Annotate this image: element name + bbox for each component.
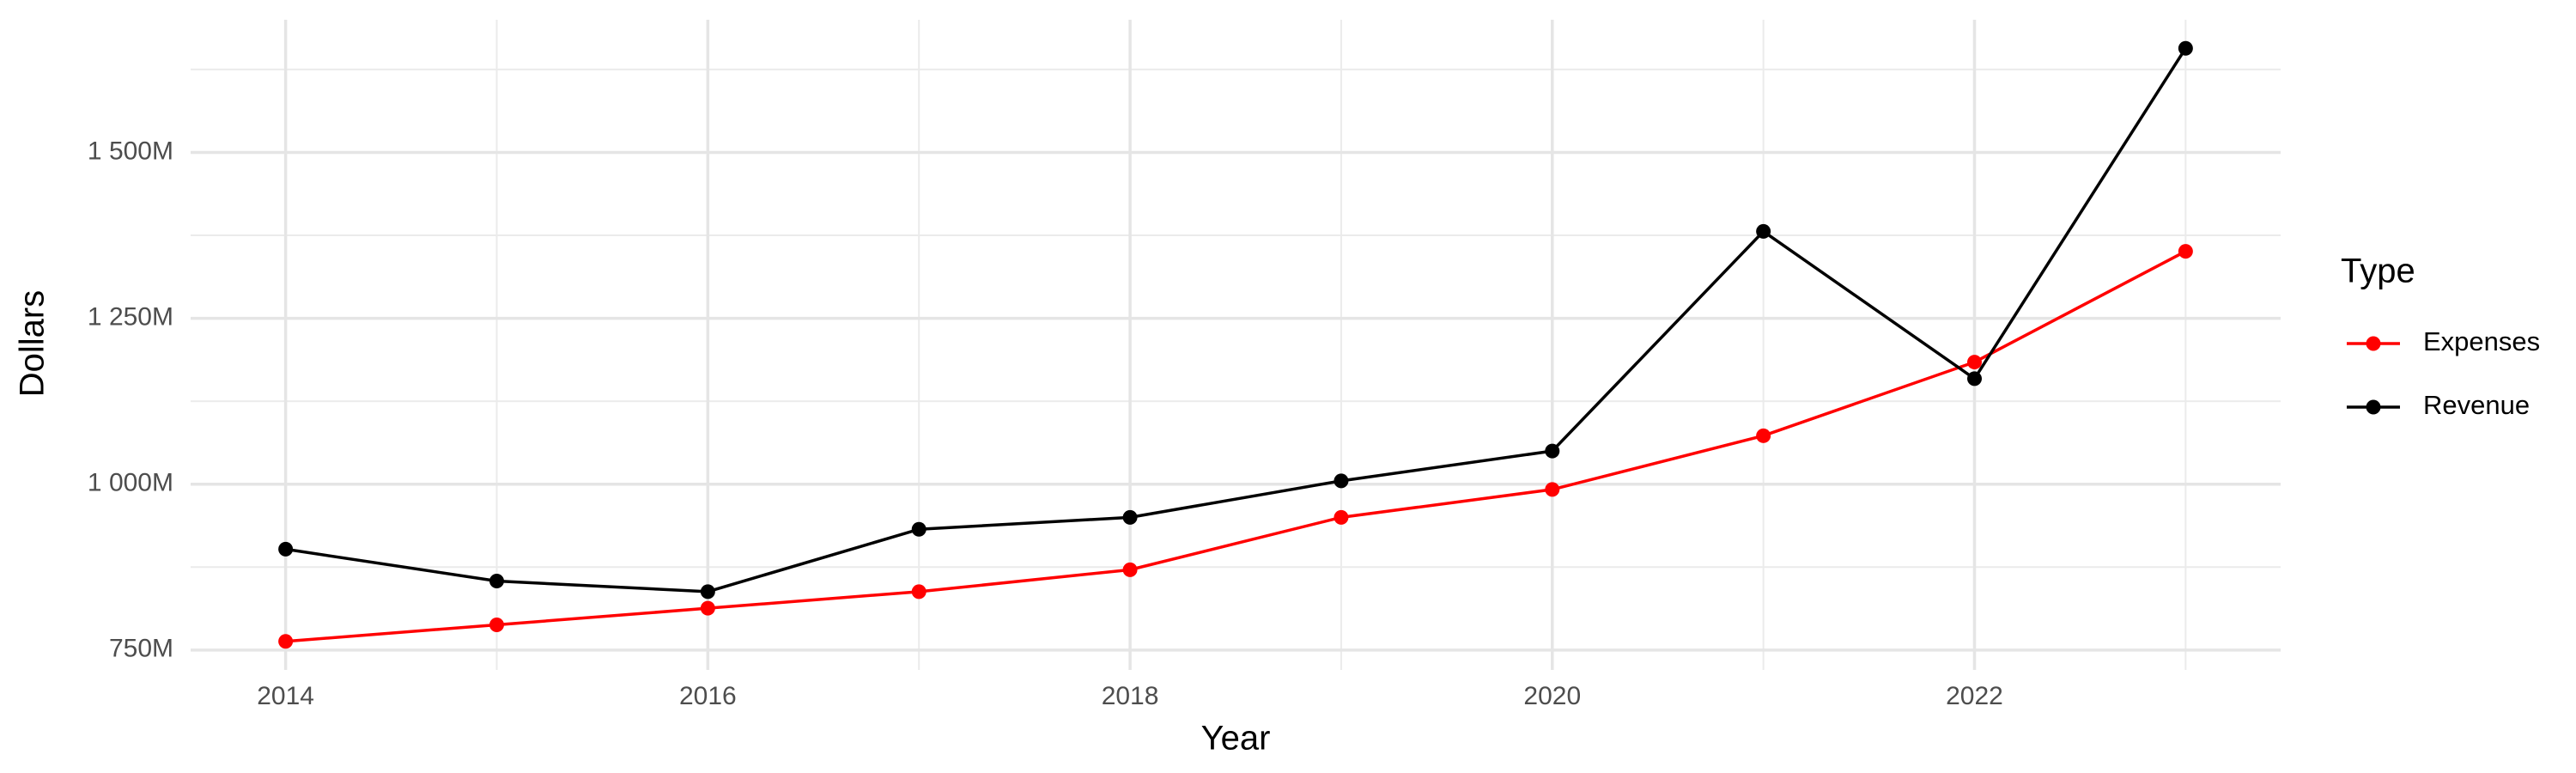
legend-marker (2366, 399, 2381, 415)
data-point (278, 541, 294, 557)
series-line (285, 47, 2187, 593)
x-tick-label: 2022 (1946, 682, 2003, 710)
y-tick-label: 1 500M (88, 137, 173, 165)
x-tick-label: 2020 (1523, 682, 1581, 710)
legend-title: Type (2341, 253, 2415, 290)
data-point (700, 584, 715, 600)
data-point (1122, 562, 1138, 577)
y-tick-label: 1 000M (88, 469, 173, 497)
x-tick-label: 2014 (257, 682, 314, 710)
y-tick-label: 750M (109, 635, 173, 663)
data-point (489, 617, 504, 632)
data-point (2178, 244, 2193, 259)
legend-marker (2366, 336, 2381, 351)
data-point (1756, 428, 1771, 443)
data-point (911, 521, 927, 537)
data-point (1967, 371, 1983, 386)
data-point (2178, 40, 2193, 56)
legend-label: Expenses (2423, 326, 2540, 356)
data-point (278, 634, 294, 649)
data-point (1545, 482, 1560, 497)
data-point (1334, 509, 1349, 525)
data-point (1122, 509, 1138, 525)
x-tick-label: 2016 (679, 682, 737, 710)
data-point (489, 573, 504, 588)
series-line (285, 250, 2187, 643)
data-point (911, 584, 927, 600)
y-tick-label: 1 250M (88, 303, 173, 332)
y-axis-title: Dollars (14, 290, 52, 397)
data-point (1756, 223, 1771, 239)
x-axis-title: Year (1201, 720, 1271, 758)
data-point (1967, 355, 1983, 370)
data-point (700, 600, 715, 616)
data-point (1545, 443, 1560, 459)
legend-label: Revenue (2423, 390, 2530, 420)
x-tick-label: 2018 (1102, 682, 1159, 710)
data-point (1334, 473, 1349, 489)
